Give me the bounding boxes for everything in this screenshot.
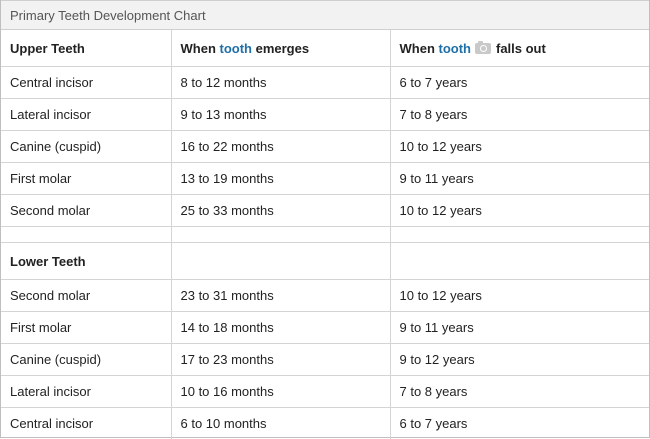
tooth-name: Lateral incisor xyxy=(1,98,172,131)
header-upper-teeth: Upper Teeth xyxy=(1,30,172,67)
lower-header-row: Lower Teeth xyxy=(1,242,649,280)
emerges-value: 16 to 22 months xyxy=(170,130,391,163)
falls-out-value: 7 to 8 years xyxy=(389,375,649,408)
emerges-value: 9 to 13 months xyxy=(170,98,391,131)
falls-out-value: 7 to 8 years xyxy=(389,98,649,131)
header-falls-pre: When xyxy=(399,40,439,56)
table-row: Central incisor 8 to 12 months 6 to 7 year… xyxy=(1,66,649,99)
table-row: Central incisor 6 to 10 months 6 to 7 year… xyxy=(1,407,649,439)
tooth-name: Second molar xyxy=(1,279,172,312)
emerges-value: 17 to 23 months xyxy=(170,343,391,376)
falls-out-value: 10 to 12 years xyxy=(389,130,649,163)
tooth-name: Canine (cuspid) xyxy=(1,130,172,163)
tooth-link-2[interactable]: tooth xyxy=(438,40,471,56)
header-falls-out: When tooth falls out xyxy=(389,30,649,67)
header-emerges-post: emerges xyxy=(251,40,310,56)
tooth-name: Central incisor xyxy=(1,407,172,439)
falls-out-value: 6 to 7 years xyxy=(389,407,649,439)
emerges-value: 6 to 10 months xyxy=(170,407,391,439)
table-row: Lateral incisor 10 to 16 months 7 to 8 yea… xyxy=(1,375,649,408)
falls-out-value: 9 to 11 years xyxy=(389,162,649,195)
header-emerges-pre: When xyxy=(180,40,220,56)
tooth-link[interactable]: tooth xyxy=(219,40,252,56)
emerges-value: 8 to 12 months xyxy=(170,66,391,99)
falls-out-value: 6 to 7 years xyxy=(389,66,649,99)
tooth-name: Central incisor xyxy=(1,66,172,99)
falls-out-value: 10 to 12 years xyxy=(389,194,649,227)
emerges-value: 23 to 31 months xyxy=(170,279,391,312)
table-row: First molar 13 to 19 months 9 to 11 years xyxy=(1,162,649,195)
table-row: Canine (cuspid) 16 to 22 months 10 to 12 y… xyxy=(1,130,649,163)
emerges-value: 25 to 33 months xyxy=(170,194,391,227)
table-row: Canine (cuspid) 17 to 23 months 9 to 12 ye… xyxy=(1,343,649,376)
table-row: Second molar 23 to 31 months 10 to 12 year… xyxy=(1,279,649,312)
emerges-value: 10 to 16 months xyxy=(170,375,391,408)
header-lower-teeth: Lower Teeth xyxy=(1,242,172,280)
tooth-name: First molar xyxy=(1,162,172,195)
header-emerges: When tooth emerges xyxy=(170,30,391,67)
tooth-name: Lateral incisor xyxy=(1,375,172,408)
camera-icon[interactable] xyxy=(474,40,491,54)
emerges-value: 13 to 19 months xyxy=(170,162,391,195)
falls-out-value: 10 to 12 years xyxy=(389,279,649,312)
table-row: First molar 14 to 18 months 9 to 11 years xyxy=(1,311,649,344)
falls-out-value: 9 to 12 years xyxy=(389,343,649,376)
falls-out-value: 9 to 11 years xyxy=(389,311,649,344)
header-falls-post: falls out xyxy=(495,40,546,56)
tooth-name: Second molar xyxy=(1,194,172,227)
emerges-value: 14 to 18 months xyxy=(170,311,391,344)
table-row: Second molar 25 to 33 months 10 to 12 year… xyxy=(1,194,649,227)
table-row: Lateral incisor 9 to 13 months 7 to 8 year… xyxy=(1,98,649,131)
chart-caption: Primary Teeth Development Chart xyxy=(1,0,649,30)
teeth-table: Upper Teeth When tooth emerges When toot… xyxy=(1,30,649,439)
spacer-row xyxy=(1,226,649,243)
tooth-name: First molar xyxy=(1,311,172,344)
tooth-name: Canine (cuspid) xyxy=(1,343,172,376)
header-row: Upper Teeth When tooth emerges When toot… xyxy=(1,30,649,67)
